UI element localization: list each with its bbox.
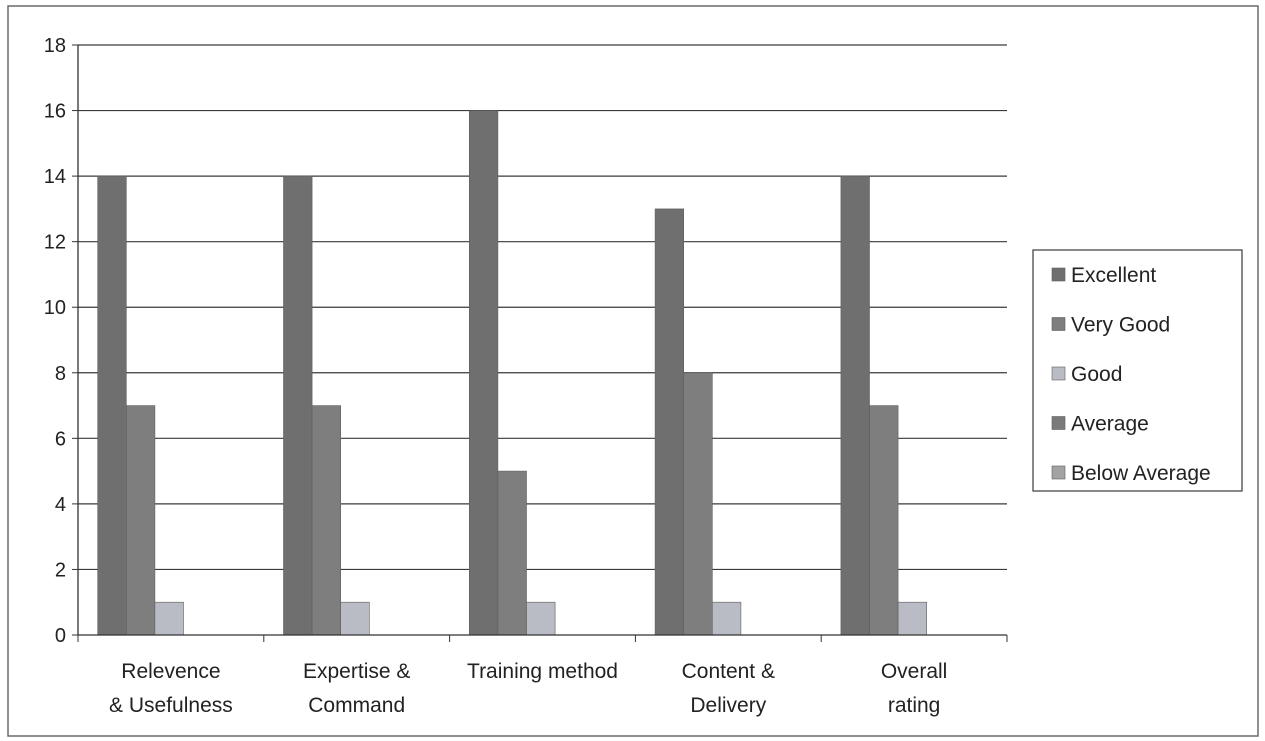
legend-label: Average [1071, 413, 1149, 436]
y-tick-label: 2 [55, 559, 66, 581]
y-axis-ticks: 0 2 4 6 8 10 12 14 16 18 [44, 35, 78, 647]
bar-excellent [654, 208, 684, 636]
bar-very-good [497, 470, 527, 636]
bar-excellent [468, 110, 499, 636]
bar-good [526, 601, 556, 636]
y-tick-label: 8 [55, 363, 66, 385]
y-tick-label: 16 [44, 101, 66, 123]
legend-label: Good [1071, 363, 1122, 386]
y-tick-label: 6 [55, 428, 66, 450]
bar-very-good [126, 405, 156, 636]
x-category-label: Overall rating [881, 660, 948, 717]
x-category-label: Expertise & Command [303, 660, 410, 717]
bars [97, 110, 927, 636]
legend-label: Below Average [1071, 462, 1211, 485]
y-tick-label: 4 [55, 494, 66, 516]
legend-swatch [1051, 366, 1066, 381]
bar-good [897, 601, 927, 636]
bar-very-good [311, 405, 342, 636]
x-category-label: Content & Delivery [682, 660, 775, 717]
legend-swatch [1051, 267, 1066, 282]
legend-swatch [1051, 465, 1066, 480]
legend-swatch [1051, 317, 1066, 331]
y-tick-label: 0 [55, 625, 66, 647]
legend-box [1032, 249, 1243, 492]
legend-swatch [1051, 416, 1066, 430]
x-category-label: Training method [467, 660, 618, 683]
legend: Excellent Very Good Good Average Below Avera… [1032, 249, 1243, 492]
y-tick-label: 12 [44, 232, 66, 254]
y-tick-label: 18 [44, 35, 66, 57]
bar-excellent [840, 175, 870, 636]
axes [77, 45, 1008, 642]
x-category-label: Relevence & Usefulness [109, 660, 233, 717]
legend-label: Very Good [1071, 314, 1170, 337]
x-axis-labels: Relevence & Usefulness Expertise & Command T… [109, 660, 947, 717]
legend-label: Excellent [1071, 264, 1156, 287]
y-tick-label: 10 [44, 297, 66, 319]
bar-excellent [97, 175, 127, 636]
bar-very-good [869, 405, 899, 636]
bar-good [711, 601, 742, 636]
bar-very-good [683, 372, 713, 636]
y-tick-label: 14 [44, 166, 66, 188]
bar-excellent [283, 175, 313, 636]
bar-good [340, 601, 370, 636]
bar-good [154, 601, 184, 636]
